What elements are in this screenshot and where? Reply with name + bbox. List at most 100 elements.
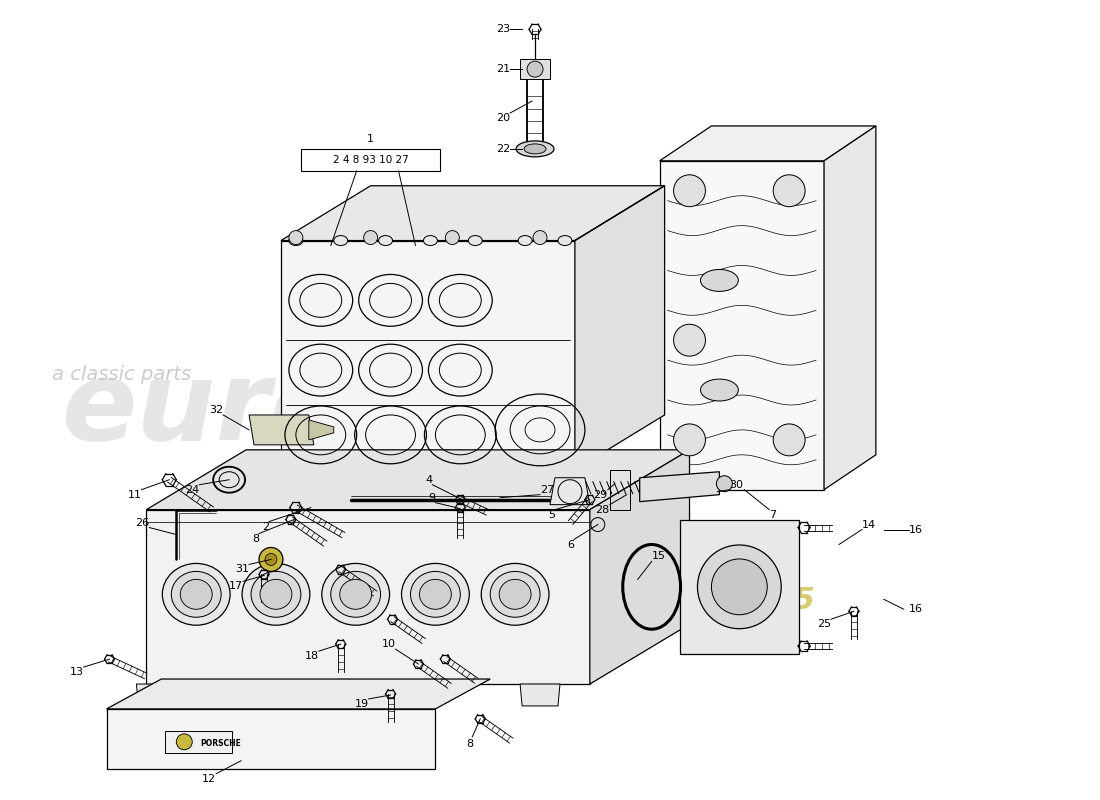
Text: 6: 6 bbox=[566, 539, 574, 550]
Text: 16: 16 bbox=[909, 525, 923, 534]
Text: 23: 23 bbox=[496, 24, 510, 34]
Text: 19: 19 bbox=[354, 699, 368, 709]
Ellipse shape bbox=[481, 563, 549, 626]
Ellipse shape bbox=[333, 235, 348, 246]
Polygon shape bbox=[660, 161, 824, 490]
Circle shape bbox=[673, 174, 705, 206]
Text: 32: 32 bbox=[209, 405, 223, 415]
Circle shape bbox=[773, 174, 805, 206]
Circle shape bbox=[673, 424, 705, 456]
Text: 16: 16 bbox=[909, 604, 923, 614]
Text: 9: 9 bbox=[428, 493, 436, 502]
Text: 13: 13 bbox=[69, 667, 84, 677]
Text: 24: 24 bbox=[185, 485, 199, 494]
Circle shape bbox=[176, 734, 192, 750]
Polygon shape bbox=[575, 186, 664, 470]
Text: es: es bbox=[580, 276, 722, 383]
Circle shape bbox=[265, 554, 277, 566]
Circle shape bbox=[773, 424, 805, 456]
Polygon shape bbox=[280, 241, 575, 470]
Text: 26: 26 bbox=[135, 518, 150, 527]
Polygon shape bbox=[309, 420, 333, 440]
Circle shape bbox=[712, 559, 767, 614]
Bar bbox=[520, 59, 550, 79]
Text: 28: 28 bbox=[595, 505, 609, 514]
Text: 8: 8 bbox=[466, 739, 474, 749]
Polygon shape bbox=[280, 186, 664, 241]
Ellipse shape bbox=[322, 563, 389, 626]
Ellipse shape bbox=[260, 579, 292, 610]
Polygon shape bbox=[680, 519, 799, 654]
Text: euro: euro bbox=[62, 356, 348, 463]
Polygon shape bbox=[824, 126, 876, 490]
Circle shape bbox=[289, 230, 302, 245]
Ellipse shape bbox=[701, 270, 738, 291]
Ellipse shape bbox=[289, 235, 302, 246]
Text: 14: 14 bbox=[862, 519, 876, 530]
FancyBboxPatch shape bbox=[165, 731, 232, 753]
Text: 30: 30 bbox=[729, 480, 744, 490]
Polygon shape bbox=[107, 679, 491, 709]
Text: 15: 15 bbox=[651, 551, 666, 562]
Text: 27: 27 bbox=[540, 485, 554, 494]
Ellipse shape bbox=[701, 379, 738, 401]
Ellipse shape bbox=[180, 579, 212, 610]
Ellipse shape bbox=[518, 235, 532, 246]
Polygon shape bbox=[136, 684, 176, 706]
Circle shape bbox=[258, 547, 283, 571]
Ellipse shape bbox=[242, 563, 310, 626]
Ellipse shape bbox=[524, 144, 546, 154]
Text: 22: 22 bbox=[496, 144, 510, 154]
Circle shape bbox=[534, 230, 547, 245]
Text: PORSCHE: PORSCHE bbox=[200, 739, 242, 748]
Text: 18: 18 bbox=[305, 651, 319, 661]
Circle shape bbox=[697, 545, 781, 629]
Ellipse shape bbox=[558, 235, 572, 246]
Ellipse shape bbox=[424, 235, 438, 246]
Polygon shape bbox=[550, 478, 590, 505]
Text: 25: 25 bbox=[817, 619, 830, 630]
Ellipse shape bbox=[491, 571, 540, 618]
Polygon shape bbox=[381, 684, 420, 706]
Text: 17: 17 bbox=[229, 582, 243, 591]
Ellipse shape bbox=[469, 235, 482, 246]
Ellipse shape bbox=[251, 571, 301, 618]
Text: since 1985: since 1985 bbox=[629, 586, 814, 615]
Polygon shape bbox=[146, 450, 690, 510]
Text: a classic parts: a classic parts bbox=[52, 365, 191, 384]
Text: 5: 5 bbox=[548, 510, 556, 520]
Circle shape bbox=[364, 230, 377, 245]
Ellipse shape bbox=[516, 141, 554, 157]
Text: 20: 20 bbox=[496, 113, 510, 123]
Ellipse shape bbox=[340, 579, 372, 610]
Text: 31: 31 bbox=[235, 565, 249, 574]
Text: 21: 21 bbox=[496, 64, 510, 74]
Ellipse shape bbox=[331, 571, 381, 618]
Circle shape bbox=[673, 324, 705, 356]
Text: 7: 7 bbox=[769, 510, 777, 520]
Polygon shape bbox=[231, 684, 271, 706]
Bar bbox=[301, 149, 440, 170]
Ellipse shape bbox=[410, 571, 460, 618]
Polygon shape bbox=[249, 415, 313, 445]
Circle shape bbox=[716, 476, 733, 492]
Text: 2: 2 bbox=[262, 522, 270, 531]
Polygon shape bbox=[107, 709, 436, 769]
Text: 29: 29 bbox=[594, 490, 608, 500]
Ellipse shape bbox=[499, 579, 531, 610]
Text: 11: 11 bbox=[128, 490, 142, 500]
Ellipse shape bbox=[172, 571, 221, 618]
Text: 10: 10 bbox=[382, 639, 396, 649]
Polygon shape bbox=[640, 472, 719, 502]
Polygon shape bbox=[590, 450, 690, 684]
Polygon shape bbox=[520, 684, 560, 706]
Ellipse shape bbox=[378, 235, 393, 246]
Text: 12: 12 bbox=[202, 774, 217, 784]
Ellipse shape bbox=[419, 579, 451, 610]
Ellipse shape bbox=[402, 563, 470, 626]
Text: 4: 4 bbox=[426, 474, 432, 485]
Text: 8: 8 bbox=[252, 534, 258, 543]
Polygon shape bbox=[146, 510, 590, 684]
Ellipse shape bbox=[163, 563, 230, 626]
Text: 1: 1 bbox=[367, 134, 374, 144]
